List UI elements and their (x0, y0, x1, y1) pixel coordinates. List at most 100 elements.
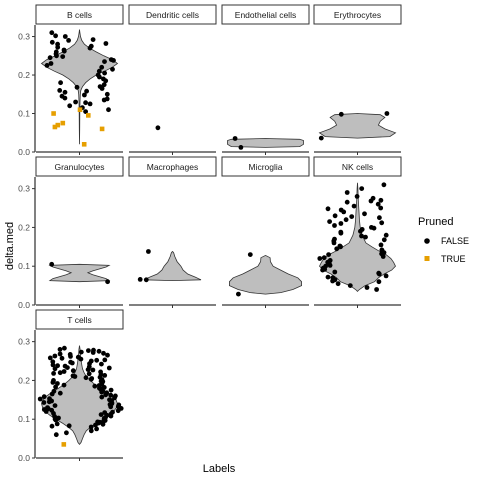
point-false (317, 256, 323, 261)
point-true (81, 142, 87, 147)
point-true (77, 107, 83, 112)
legend-title: Pruned (418, 216, 453, 228)
point-false (100, 421, 106, 427)
point-false (57, 88, 63, 93)
point-false (54, 421, 60, 427)
point-false (376, 270, 382, 276)
point-false (49, 30, 55, 36)
point-false (86, 348, 91, 353)
point-false (359, 227, 365, 232)
point-false (62, 89, 68, 95)
point-false (247, 252, 253, 257)
point-false (379, 251, 384, 257)
legend-label-true: TRUE (441, 254, 466, 264)
panel-macrophages: Macrophages (128, 156, 217, 308)
point-false (51, 371, 56, 376)
point-false (378, 197, 384, 203)
strip-b-cells (35, 4, 124, 25)
point-false (107, 402, 113, 407)
point-false (53, 432, 59, 438)
point-false (368, 198, 374, 204)
point-false (106, 365, 112, 371)
y-axis-row-2: 0.0 0.1 0.2 0.3 (18, 177, 36, 310)
point-false (82, 92, 87, 98)
point-false (338, 221, 344, 226)
y-tick-label: 0.3 (18, 337, 30, 347)
point-false (94, 426, 99, 432)
point-false (325, 206, 331, 212)
y-axis-label: delta.med (4, 222, 16, 270)
point-false (61, 48, 67, 54)
point-false (56, 415, 61, 421)
point-false (66, 423, 72, 429)
point-false (108, 411, 114, 417)
point-false (326, 259, 332, 264)
point-false (74, 84, 80, 90)
point-false (50, 359, 56, 365)
panel-erythrocytes: Erythrocytes (313, 4, 402, 155)
point-false (103, 41, 109, 46)
strip-label-dendritic-cells: Dendritic cells (146, 10, 199, 20)
strip-endothelial-cells (221, 4, 310, 25)
point-false (334, 246, 340, 252)
point-false (238, 145, 244, 150)
point-false (52, 414, 57, 419)
point-false (83, 109, 88, 114)
point-false (78, 349, 84, 355)
point-false (53, 384, 58, 390)
point-false (332, 213, 338, 219)
point-false (98, 386, 103, 392)
strip-dendritic-cells (128, 4, 217, 25)
strip-granulocytes (35, 156, 124, 177)
point-false (378, 242, 384, 248)
point-false (364, 285, 370, 290)
point-false (96, 68, 102, 74)
point-false (57, 370, 63, 376)
point-false (88, 424, 94, 430)
point-false (337, 243, 343, 249)
point-false (111, 58, 116, 63)
point-false (48, 61, 54, 66)
point-false (47, 55, 53, 61)
point-false (359, 186, 365, 192)
point-false (84, 88, 89, 94)
point-false (381, 182, 387, 188)
point-false (321, 255, 327, 261)
point-false (59, 93, 65, 99)
strip-label-t-cells: T cells (67, 315, 91, 325)
point-false (51, 388, 57, 394)
point-false (98, 369, 103, 375)
point-false (330, 278, 335, 284)
y-tick-label: 0.0 (18, 453, 30, 463)
point-false (354, 194, 360, 199)
y-tick-label: 0.1 (18, 414, 30, 424)
point-false (53, 33, 58, 39)
point-false (100, 379, 106, 384)
point-false (102, 418, 108, 423)
point-false (96, 348, 102, 354)
point-false (102, 373, 108, 378)
panel-nk-cells: NK cells (313, 156, 402, 308)
point-false (50, 380, 56, 385)
point-false (88, 43, 94, 49)
point-false (86, 371, 92, 377)
point-false (90, 37, 96, 42)
legend-key-false (424, 238, 430, 244)
point-false (52, 353, 58, 359)
point-false (103, 392, 109, 398)
point-false (377, 215, 382, 221)
point-false (62, 363, 68, 369)
panel-granulocytes: Granulocytes (35, 156, 124, 308)
point-false (379, 247, 385, 253)
point-false (49, 398, 54, 404)
point-false (371, 225, 377, 231)
point-false (344, 199, 350, 205)
point-false (99, 394, 105, 400)
panel-endothelial-cells: Endothelial cells (221, 4, 310, 155)
violin-b-cells (40, 29, 119, 145)
point-false (327, 219, 332, 225)
point-false (58, 80, 63, 86)
point-false (332, 269, 338, 275)
x-axis-label: Labels (203, 463, 236, 475)
point-false (98, 412, 104, 417)
